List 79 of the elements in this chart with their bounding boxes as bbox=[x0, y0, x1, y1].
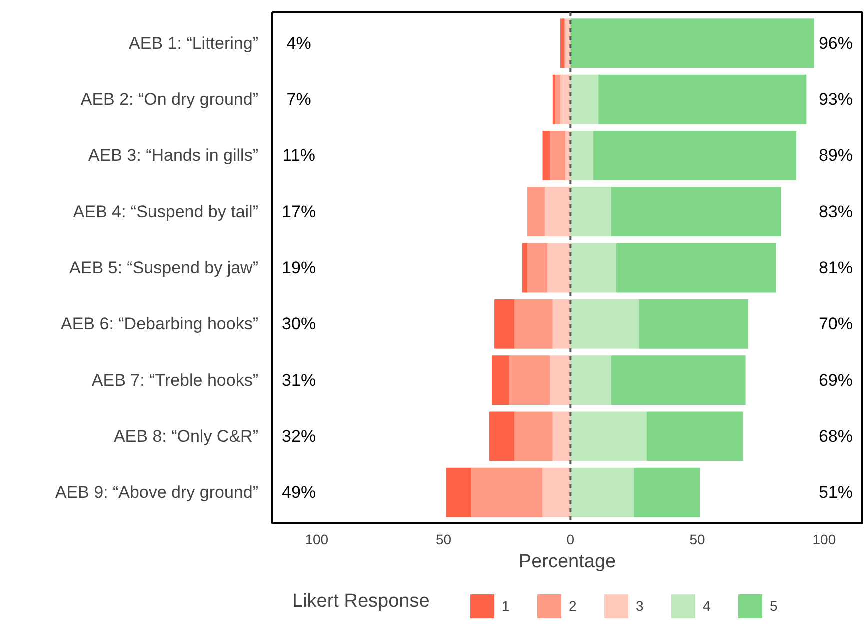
annotation: 83% bbox=[818, 202, 853, 222]
bar bbox=[570, 356, 612, 406]
y-tick-label: AEB 8: “Only C&R” bbox=[114, 426, 259, 446]
legend-title: Likert Response bbox=[292, 591, 430, 612]
bar bbox=[639, 299, 748, 349]
bar bbox=[514, 299, 553, 349]
bar bbox=[570, 412, 647, 462]
annotation: 7% bbox=[286, 90, 312, 110]
x-tick-label: 100 bbox=[305, 532, 329, 548]
annotation: 69% bbox=[818, 370, 853, 390]
annotation: 51% bbox=[818, 483, 853, 502]
annotation: 96% bbox=[818, 34, 853, 53]
annotation: 32% bbox=[282, 426, 316, 446]
bar bbox=[616, 243, 776, 293]
x-tick-label: 50 bbox=[436, 532, 452, 548]
legend-label: 5 bbox=[770, 598, 779, 614]
bar bbox=[555, 74, 561, 124]
bar bbox=[611, 356, 746, 406]
annotation: 11% bbox=[282, 146, 316, 166]
bar bbox=[446, 468, 472, 518]
annotation: 70% bbox=[818, 314, 853, 334]
annotation: 17% bbox=[282, 202, 316, 222]
y-tick-label: AEB 9: “Above dry ground” bbox=[55, 483, 259, 502]
bar bbox=[542, 468, 571, 518]
bar bbox=[634, 468, 700, 518]
annotation: 68% bbox=[818, 426, 853, 446]
legend-label: 2 bbox=[569, 598, 578, 614]
bar bbox=[550, 356, 571, 406]
bar bbox=[528, 187, 546, 237]
bar bbox=[570, 187, 612, 237]
bar bbox=[552, 74, 556, 124]
bar bbox=[570, 74, 599, 124]
bar bbox=[510, 356, 550, 406]
bar bbox=[494, 299, 515, 349]
bar bbox=[489, 412, 515, 462]
legend-label: 3 bbox=[636, 598, 645, 614]
y-tick-label: AEB 6: “Debarbing hooks” bbox=[61, 314, 259, 334]
annotation: 30% bbox=[282, 314, 316, 334]
bar bbox=[550, 130, 566, 180]
y-tick-label: AEB 7: “Treble hooks” bbox=[92, 370, 259, 390]
bar bbox=[560, 18, 564, 68]
bar bbox=[570, 18, 814, 68]
bar bbox=[570, 299, 640, 349]
bar bbox=[522, 243, 528, 293]
bar bbox=[548, 243, 571, 293]
x-tick-label: 100 bbox=[812, 532, 836, 548]
y-tick-label: AEB 4: “Suspend by tail” bbox=[73, 202, 259, 222]
annotation: 31% bbox=[282, 370, 316, 390]
bar bbox=[545, 187, 571, 237]
y-tick-label: AEB 3: “Hands in gills” bbox=[88, 146, 259, 166]
legend-label: 4 bbox=[703, 598, 712, 614]
bar bbox=[611, 187, 782, 237]
bar bbox=[570, 243, 616, 293]
annotation: 93% bbox=[818, 90, 853, 110]
y-tick-label: AEB 2: “On dry ground” bbox=[80, 90, 259, 110]
bar bbox=[492, 356, 510, 406]
y-tick-label: AEB 5: “Suspend by jaw” bbox=[70, 258, 259, 278]
bar bbox=[552, 299, 571, 349]
bar bbox=[646, 412, 744, 462]
bar bbox=[542, 130, 550, 180]
x-axis-title: Percentage bbox=[518, 552, 616, 572]
bar bbox=[552, 412, 571, 462]
annotation: 89% bbox=[818, 146, 853, 166]
bar bbox=[560, 74, 571, 124]
bar bbox=[472, 468, 543, 518]
x-tick-label: 0 bbox=[566, 532, 575, 548]
bar bbox=[598, 74, 807, 124]
bar bbox=[570, 130, 594, 180]
annotation: 49% bbox=[282, 483, 316, 502]
annotation: 81% bbox=[818, 258, 853, 278]
legend-label: 1 bbox=[502, 598, 511, 614]
bar bbox=[528, 243, 548, 293]
bar bbox=[514, 412, 553, 462]
annotation: 4% bbox=[286, 34, 312, 53]
bar bbox=[594, 130, 797, 180]
y-tick-label: AEB 1: “Littering” bbox=[129, 34, 259, 53]
annotation: 19% bbox=[282, 258, 316, 278]
bar bbox=[570, 468, 634, 518]
x-tick-label: 50 bbox=[690, 532, 706, 548]
